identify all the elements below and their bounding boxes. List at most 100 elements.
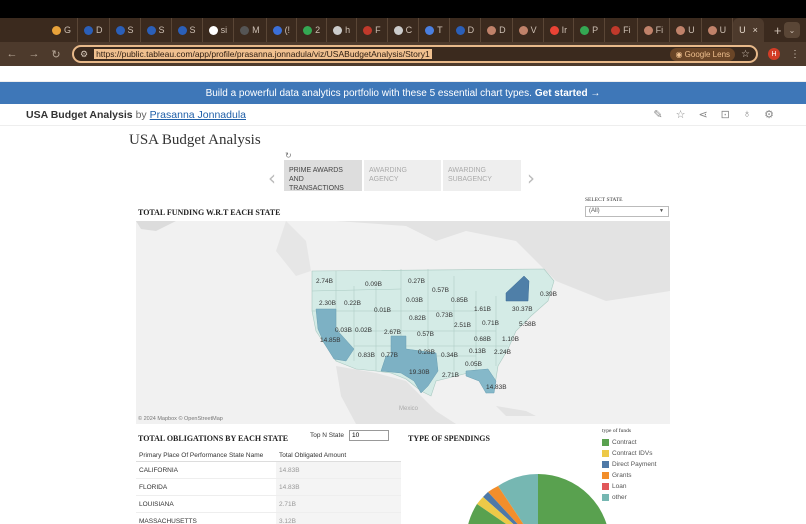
tab-label: D — [467, 25, 475, 35]
star-icon[interactable]: ☆ — [675, 109, 686, 121]
tab-label: S — [127, 25, 134, 35]
tab-label: si — [220, 25, 228, 35]
tab-search-button[interactable]: ⌄ — [784, 22, 800, 38]
edit-icon[interactable]: ✎ — [653, 109, 663, 121]
browser-tab[interactable]: Fi — [638, 18, 671, 42]
site-settings-icon[interactable]: ⚙ — [80, 48, 89, 59]
map-shapes — [136, 221, 670, 424]
tab-label: M — [252, 25, 260, 35]
browser-tab[interactable]: D — [450, 18, 482, 42]
table-row[interactable]: CALIFORNIA 14.83B — [136, 462, 401, 479]
d-icon — [177, 25, 187, 35]
tab-label: U — [719, 25, 727, 35]
download-icon[interactable]: ⊡ — [720, 109, 730, 121]
promo-banner[interactable]: Build a powerful data analytics portfoli… — [0, 82, 806, 104]
state-value-label: 0.03B — [335, 327, 352, 334]
amount-cell: 3.12B — [276, 513, 401, 524]
share-icon[interactable]: ⋖ — [698, 109, 708, 121]
state-value-label: 0.09B — [365, 281, 382, 288]
browser-tab[interactable]: U — [670, 18, 702, 42]
banner-text: Build a powerful data analytics portfoli… — [205, 87, 532, 99]
swatch-icon — [602, 494, 609, 501]
legend-item-contract-idvs[interactable]: Contract IDVs — [602, 448, 656, 459]
bookmark-star-icon[interactable]: ☆ — [741, 48, 750, 60]
browser-tab[interactable]: S — [141, 18, 172, 42]
browser-tab[interactable]: G — [46, 18, 79, 42]
url-input[interactable]: ⚙ https://public.tableau.com/app/profile… — [72, 45, 758, 63]
browser-tab[interactable]: U — [702, 18, 734, 42]
state-value-label: 5.58B — [519, 321, 536, 328]
table-row[interactable]: MASSACHUSETTS 3.12B — [136, 513, 401, 524]
story-next-button[interactable]: › — [527, 166, 535, 190]
select-state-dropdown[interactable]: (All) ▼ — [585, 206, 669, 217]
legend-label: Contract — [612, 439, 637, 446]
legend-item-other[interactable]: other — [602, 492, 656, 503]
loading-icon: ↻ — [285, 151, 292, 160]
author-link[interactable]: Prasanna Jonnadula — [149, 108, 246, 121]
settings-icon[interactable]: ⚙ — [764, 109, 774, 121]
browser-tab[interactable]: 2 — [297, 18, 328, 42]
tab-label: D — [499, 25, 506, 35]
gmail-icon — [549, 25, 559, 35]
usa-funding-map[interactable]: Mexico © 2024 Mapbox © OpenStreetMap 2.7… — [136, 221, 670, 424]
story-point-awarding-agency[interactable]: AWARDING AGENCY — [364, 160, 441, 191]
legend-item-grants[interactable]: Grants — [602, 470, 656, 481]
browser-tab[interactable]: (! — [267, 18, 298, 42]
close-icon[interactable]: × — [752, 25, 758, 35]
browser-tab-active[interactable]: U × — [733, 18, 764, 42]
browser-tab[interactable]: V — [513, 18, 544, 42]
browser-tab[interactable]: si — [203, 18, 235, 42]
swatch-icon — [602, 450, 609, 457]
state-value-label: 14.85B — [320, 337, 341, 344]
reload-button[interactable]: ↻ — [51, 48, 61, 61]
browser-tab[interactable]: D — [78, 18, 110, 42]
profile-avatar[interactable]: H — [768, 48, 780, 60]
browser-tab[interactable]: F — [357, 18, 388, 42]
chevron-down-icon: ▼ — [659, 208, 664, 214]
top-n-input[interactable]: 10 — [349, 430, 389, 441]
tab-label: U — [739, 25, 746, 35]
tab-label: C — [405, 25, 413, 35]
story-prev-button[interactable]: ‹ — [268, 166, 276, 190]
back-button[interactable]: ← — [6, 48, 18, 60]
browser-tab[interactable]: T — [419, 18, 450, 42]
badge-icon[interactable]: ♁ — [742, 108, 752, 120]
story-point-awarding-subagency[interactable]: AWARDING SUBAGENCY — [443, 160, 521, 191]
d-icon — [455, 25, 465, 35]
new-tab-button[interactable]: + — [773, 22, 782, 38]
state-value-label: 0.73B — [436, 312, 453, 319]
url-text[interactable]: https://public.tableau.com/app/profile/p… — [94, 49, 432, 59]
browser-tab[interactable]: Ir — [544, 18, 575, 42]
table-row[interactable]: FLORIDA 14.83B — [136, 479, 401, 496]
legend-item-loan[interactable]: Loan — [602, 481, 656, 492]
browser-tab[interactable]: C — [388, 18, 420, 42]
google-lens-button[interactable]: ◉ Google Lens — [670, 47, 736, 61]
browser-tab[interactable]: P — [574, 18, 606, 42]
browser-tab[interactable]: M — [234, 18, 267, 42]
select-state-label: SELECT STATE — [585, 197, 623, 203]
github-icon — [208, 25, 218, 35]
column-header-amount[interactable]: Total Obligated Amount — [279, 452, 347, 459]
column-header-state[interactable]: Primary Place Of Performance State Name — [139, 452, 264, 459]
browser-tab[interactable]: S — [172, 18, 203, 42]
table-row[interactable]: LOUISIANA 2.71B — [136, 496, 401, 513]
state-value-label: 2.51B — [454, 322, 471, 329]
forward-button[interactable]: → — [28, 48, 40, 60]
legend-item-direct-payment[interactable]: Direct Payment — [602, 459, 656, 470]
google-lens-label: Google Lens — [684, 49, 731, 59]
browser-menu-icon[interactable]: ⋮ — [790, 48, 800, 60]
drive-icon — [303, 25, 313, 35]
browser-tab[interactable]: D — [481, 18, 513, 42]
tab-label: T — [437, 25, 443, 35]
story-point-prime-awards[interactable]: PRIME AWARDS AND TRANSACTIONS — [284, 160, 362, 192]
browser-tab[interactable]: S — [110, 18, 141, 42]
tab-label: F — [375, 25, 381, 35]
app-icon — [272, 25, 282, 35]
state-value-label: 0.03B — [406, 297, 423, 304]
banner-cta-link[interactable]: Get started → — [534, 87, 601, 99]
browser-tab[interactable]: Fi — [605, 18, 638, 42]
state-value-label: 0.71B — [482, 320, 499, 327]
legend-item-contract[interactable]: Contract — [602, 437, 656, 448]
browser-tab[interactable]: h — [327, 18, 358, 42]
spendings-pie-chart[interactable] — [466, 466, 616, 524]
